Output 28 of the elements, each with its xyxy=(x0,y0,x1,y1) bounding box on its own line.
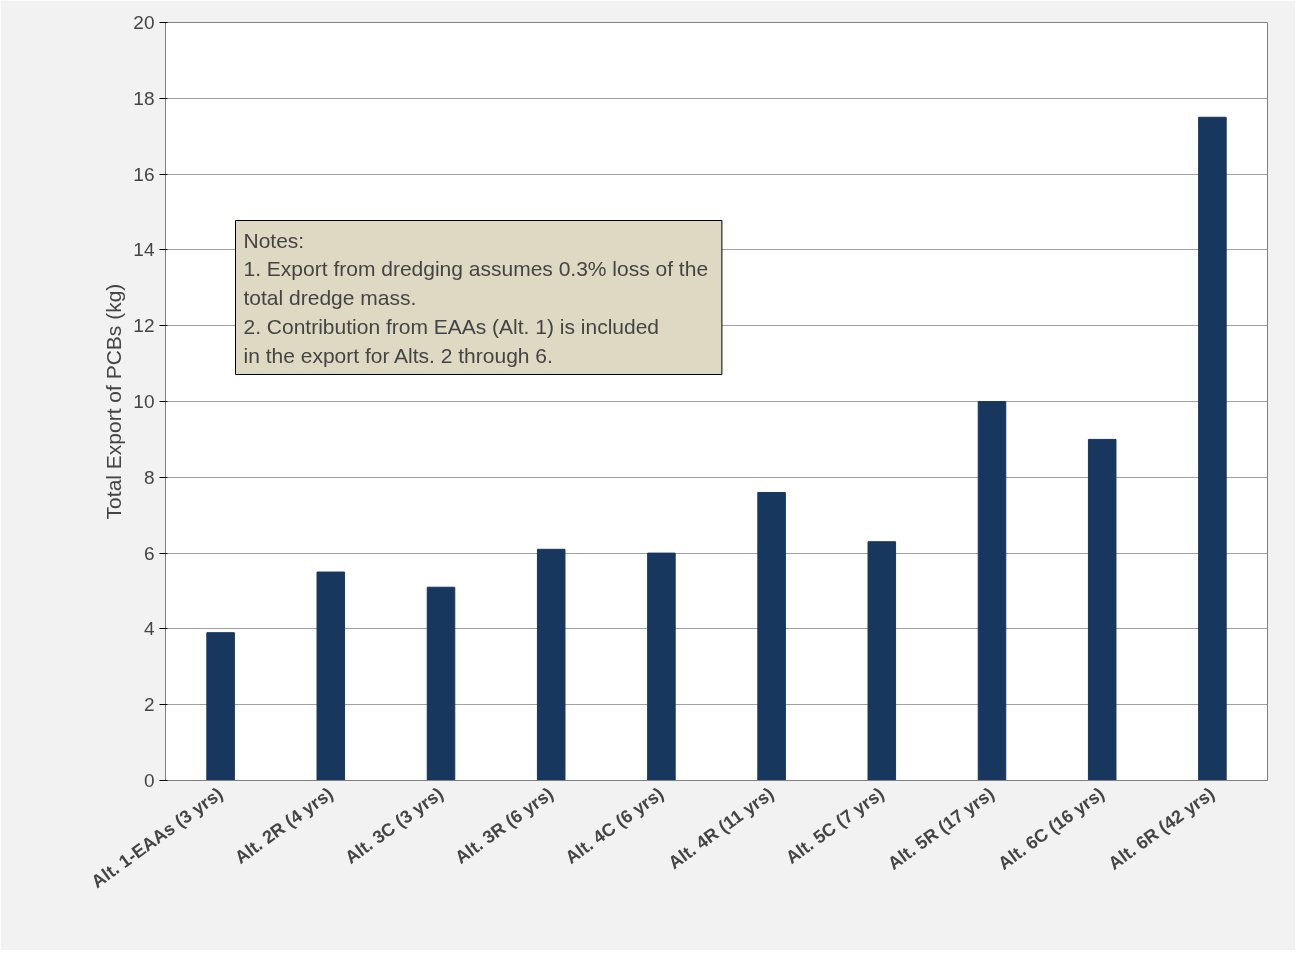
bar xyxy=(426,586,456,781)
bar xyxy=(757,491,786,781)
y-tick-label: 14 xyxy=(133,239,155,261)
y-tick-label: 20 xyxy=(133,12,155,33)
annotation: 2. Contribution from EAAs (Alt. 1) is included in the export for Alts. 2 through 6. xyxy=(243,314,660,367)
y-tick-label: 10 xyxy=(133,391,155,412)
x-tick-label: Alt. 2R (4 yrs) xyxy=(231,783,337,868)
annotation: 1. Export from dredging assumes 0.3% loss of the total dredge mass. xyxy=(243,257,709,309)
y-tick-label: 8 xyxy=(143,466,155,488)
annotation: Notes: xyxy=(243,228,305,252)
bar xyxy=(316,571,346,781)
y-axis-title: Total Export of PCBs (kg) xyxy=(102,283,126,520)
x-tick-label: Alt. 3C (3 yrs) xyxy=(341,783,447,868)
y-tick-label: 4 xyxy=(143,618,155,640)
bar xyxy=(536,548,566,781)
bar xyxy=(647,552,676,781)
y-tick-label: 18 xyxy=(133,87,155,109)
bar xyxy=(977,401,1007,781)
y-tick-label: 0 xyxy=(143,770,155,791)
bar xyxy=(1087,438,1117,781)
bar xyxy=(867,541,897,781)
y-tick-label: 16 xyxy=(133,163,155,185)
x-tick-label: Alt. 3R (6 yrs) xyxy=(451,783,558,868)
bar xyxy=(1198,116,1227,781)
y-tick-label: 2 xyxy=(143,694,155,716)
bar xyxy=(206,632,235,781)
y-tick-label: 12 xyxy=(133,315,155,337)
y-tick-label: 6 xyxy=(143,542,155,564)
